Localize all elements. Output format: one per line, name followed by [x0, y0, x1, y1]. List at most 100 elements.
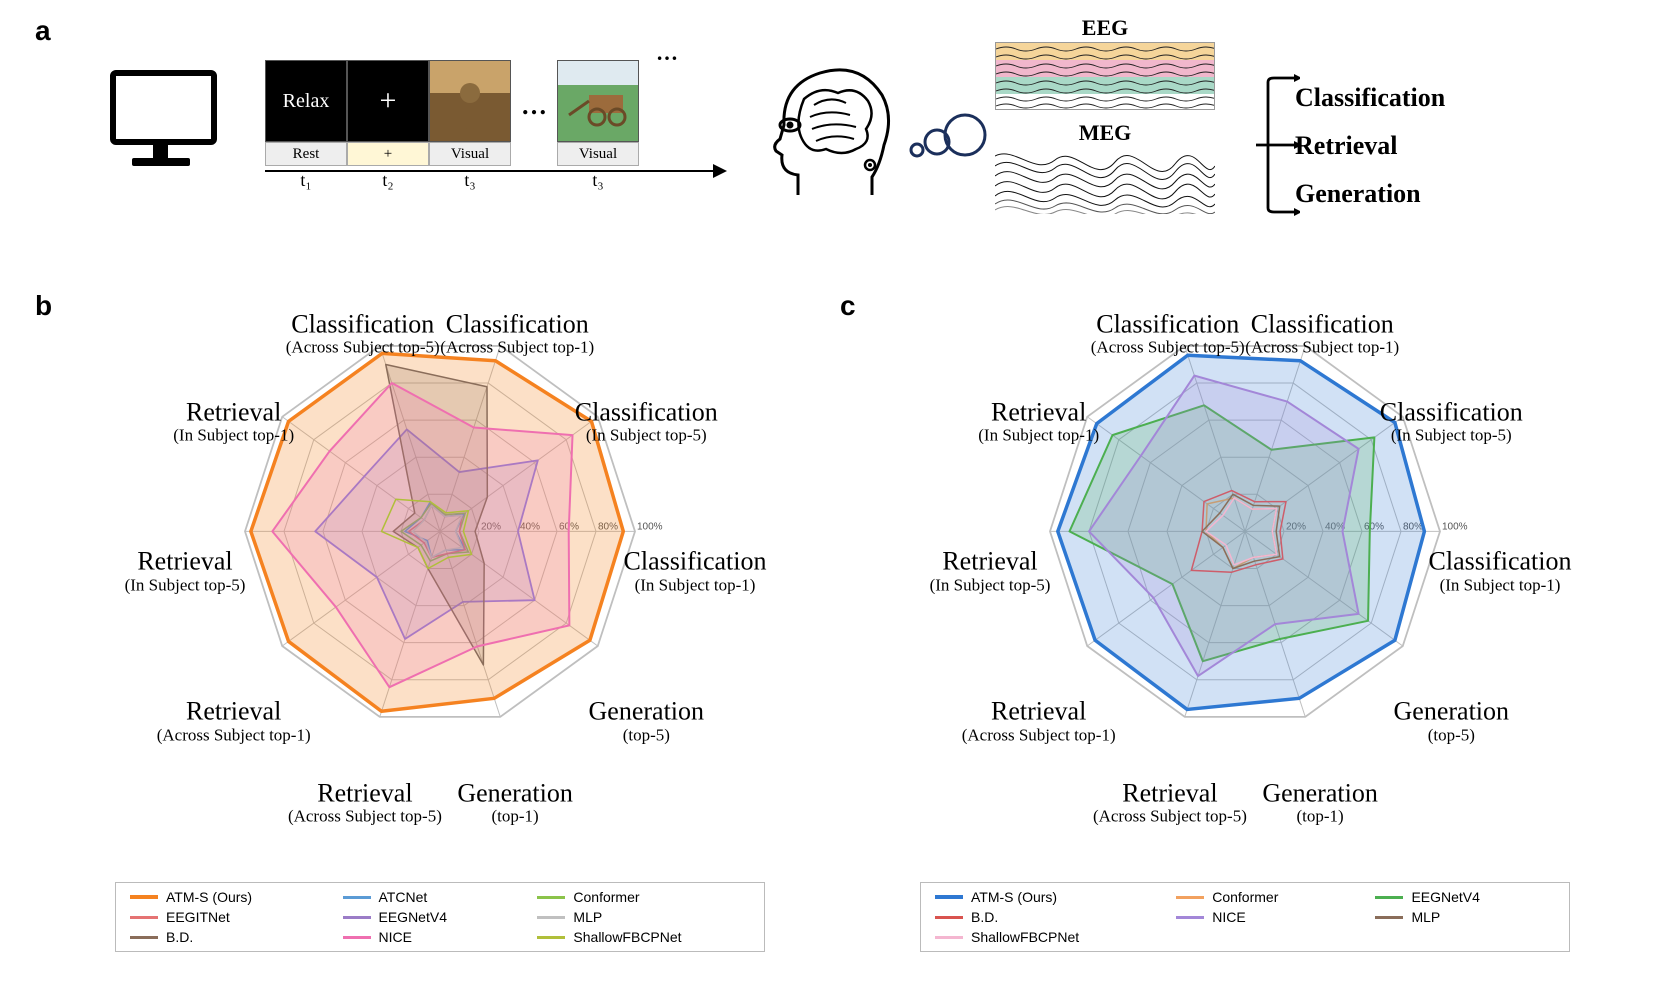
legend-swatch — [935, 916, 963, 919]
radar-axis-label: Retrieval(In Subject top-1) — [939, 398, 1139, 445]
legend-swatch — [1176, 916, 1204, 919]
legend-swatch — [343, 896, 371, 899]
ellipsis-icon: … — [656, 40, 678, 66]
meg-label: MEG — [1000, 120, 1210, 146]
legend-swatch — [343, 936, 371, 939]
stimulus-tile — [557, 60, 639, 142]
radar-legend: ATM-S (Ours) Conformer EEGNetV4 B.D. NICE MLP… — [920, 882, 1570, 952]
legend-swatch — [130, 916, 158, 919]
legend-item: MLP — [1375, 909, 1555, 925]
legend-label: ATM-S (Ours) — [166, 889, 252, 905]
legend-label: ATCNet — [379, 889, 428, 905]
panel-a: RelaxRestt₁++t₂Visualt₃…Visualt₃ EEG — [100, 20, 1560, 250]
legend-item: Conformer — [537, 889, 750, 905]
legend-item: Conformer — [1176, 889, 1353, 905]
legend-swatch — [130, 936, 158, 939]
legend-label: B.D. — [166, 929, 193, 945]
head-brain-icon — [760, 55, 910, 205]
radar-axis-label: Classification(In Subject top-5) — [1351, 398, 1551, 445]
legend-swatch — [1375, 916, 1403, 919]
timeline-phase-label: + — [347, 142, 429, 166]
radar-axis-label: Retrieval(Across Subject top-1) — [939, 698, 1139, 745]
task-classification: Classification — [1295, 83, 1445, 113]
timeline-phase-label: Rest — [265, 142, 347, 166]
radar-chart-c: 20%40%60%80%100%Classification(In Subjec… — [860, 290, 1630, 960]
legend-swatch — [935, 895, 963, 899]
legend-label: NICE — [1212, 909, 1245, 925]
svg-text:100%: 100% — [1442, 521, 1468, 532]
timeline-t-label: t₂ — [382, 170, 393, 191]
legend-label: Conformer — [1212, 889, 1278, 905]
radar-legend: ATM-S (Ours) ATCNet Conformer EEGITNet EEGNe… — [115, 882, 765, 952]
legend-swatch — [537, 896, 565, 899]
timeline-t-label: t₁ — [300, 170, 311, 191]
task-retrieval: Retrieval — [1295, 131, 1445, 161]
legend-item: ShallowFBCPNet — [537, 929, 750, 945]
eeg-label: EEG — [1000, 15, 1210, 41]
radar-axis-label: Retrieval(Across Subject top-1) — [134, 698, 334, 745]
svg-text:100%: 100% — [637, 521, 663, 532]
panel-label-b: b — [35, 290, 52, 322]
timeline-phase-label: Visual — [429, 142, 511, 166]
stimulus-tile: + — [347, 60, 429, 142]
timeline-arrow — [265, 170, 725, 172]
radar-axis-label: Generation(top-1) — [1220, 779, 1420, 826]
meg-signal-box — [995, 146, 1215, 214]
legend-item: EEGNetV4 — [1375, 889, 1555, 905]
radar-axis-label: Generation(top-1) — [415, 779, 615, 826]
legend-label: EEGNetV4 — [1411, 889, 1479, 905]
legend-swatch — [537, 936, 565, 939]
task-generation: Generation — [1295, 179, 1445, 209]
ellipsis-icon: … — [521, 91, 547, 121]
panel-label-c: c — [840, 290, 856, 322]
legend-label: Conformer — [573, 889, 639, 905]
legend-label: ShallowFBCPNet — [573, 929, 681, 945]
thought-bubble-icon — [905, 110, 995, 175]
radar-axis-label: Classification(Across Subject top-5) — [263, 310, 463, 357]
timeline-phase-label: Visual — [557, 142, 639, 166]
radar-axis-label: Classification(In Subject top-5) — [546, 398, 746, 445]
legend-label: ATM-S (Ours) — [971, 889, 1057, 905]
legend-item: B.D. — [935, 909, 1154, 925]
radar-axis-label: Classification(In Subject top-1) — [1400, 548, 1600, 595]
legend-swatch — [130, 895, 158, 899]
legend-label: MLP — [1411, 909, 1440, 925]
legend-label: B.D. — [971, 909, 998, 925]
radar-axis-label: Retrieval(In Subject top-5) — [890, 548, 1090, 595]
legend-item: ATCNet — [343, 889, 516, 905]
legend-item: EEGNetV4 — [343, 909, 516, 925]
radar-axis-label: Classification(Across Subject top-5) — [1068, 310, 1268, 357]
timeline-t-label: t₃ — [464, 170, 475, 191]
legend-item: ShallowFBCPNet — [935, 929, 1154, 945]
task-list: Classification Retrieval Generation — [1295, 65, 1445, 227]
task-bracket — [1250, 70, 1300, 225]
legend-label: ShallowFBCPNet — [971, 929, 1079, 945]
radar-axis-label: Retrieval(In Subject top-5) — [85, 548, 285, 595]
legend-item: NICE — [343, 929, 516, 945]
legend-swatch — [343, 916, 371, 919]
eeg-signal-box — [995, 42, 1215, 110]
legend-label: NICE — [379, 929, 412, 945]
stimulus-tile — [429, 60, 511, 142]
legend-item: EEGITNet — [130, 909, 321, 925]
legend-swatch — [537, 916, 565, 919]
legend-item: NICE — [1176, 909, 1353, 925]
legend-label: EEGITNet — [166, 909, 230, 925]
radar-axis-label: Classification(In Subject top-1) — [595, 548, 795, 595]
timeline-t-label: t₃ — [592, 170, 603, 191]
legend-label: EEGNetV4 — [379, 909, 447, 925]
legend-item: ATM-S (Ours) — [130, 889, 321, 905]
legend-swatch — [1375, 896, 1403, 899]
stimulus-tile: Relax — [265, 60, 347, 142]
panel-label-a: a — [35, 15, 51, 47]
legend-swatch — [1176, 896, 1204, 899]
radar-axis-label: Generation(top-5) — [546, 698, 746, 745]
radar-chart-b: 20%40%60%80%100%Classification(In Subjec… — [55, 290, 825, 960]
legend-item: MLP — [537, 909, 750, 925]
legend-swatch — [935, 936, 963, 939]
radar-axis-label: Retrieval(In Subject top-1) — [134, 398, 334, 445]
radar-axis-label: Generation(top-5) — [1351, 698, 1551, 745]
monitor-icon — [110, 70, 217, 145]
legend-item: ATM-S (Ours) — [935, 889, 1154, 905]
legend-item: B.D. — [130, 929, 321, 945]
